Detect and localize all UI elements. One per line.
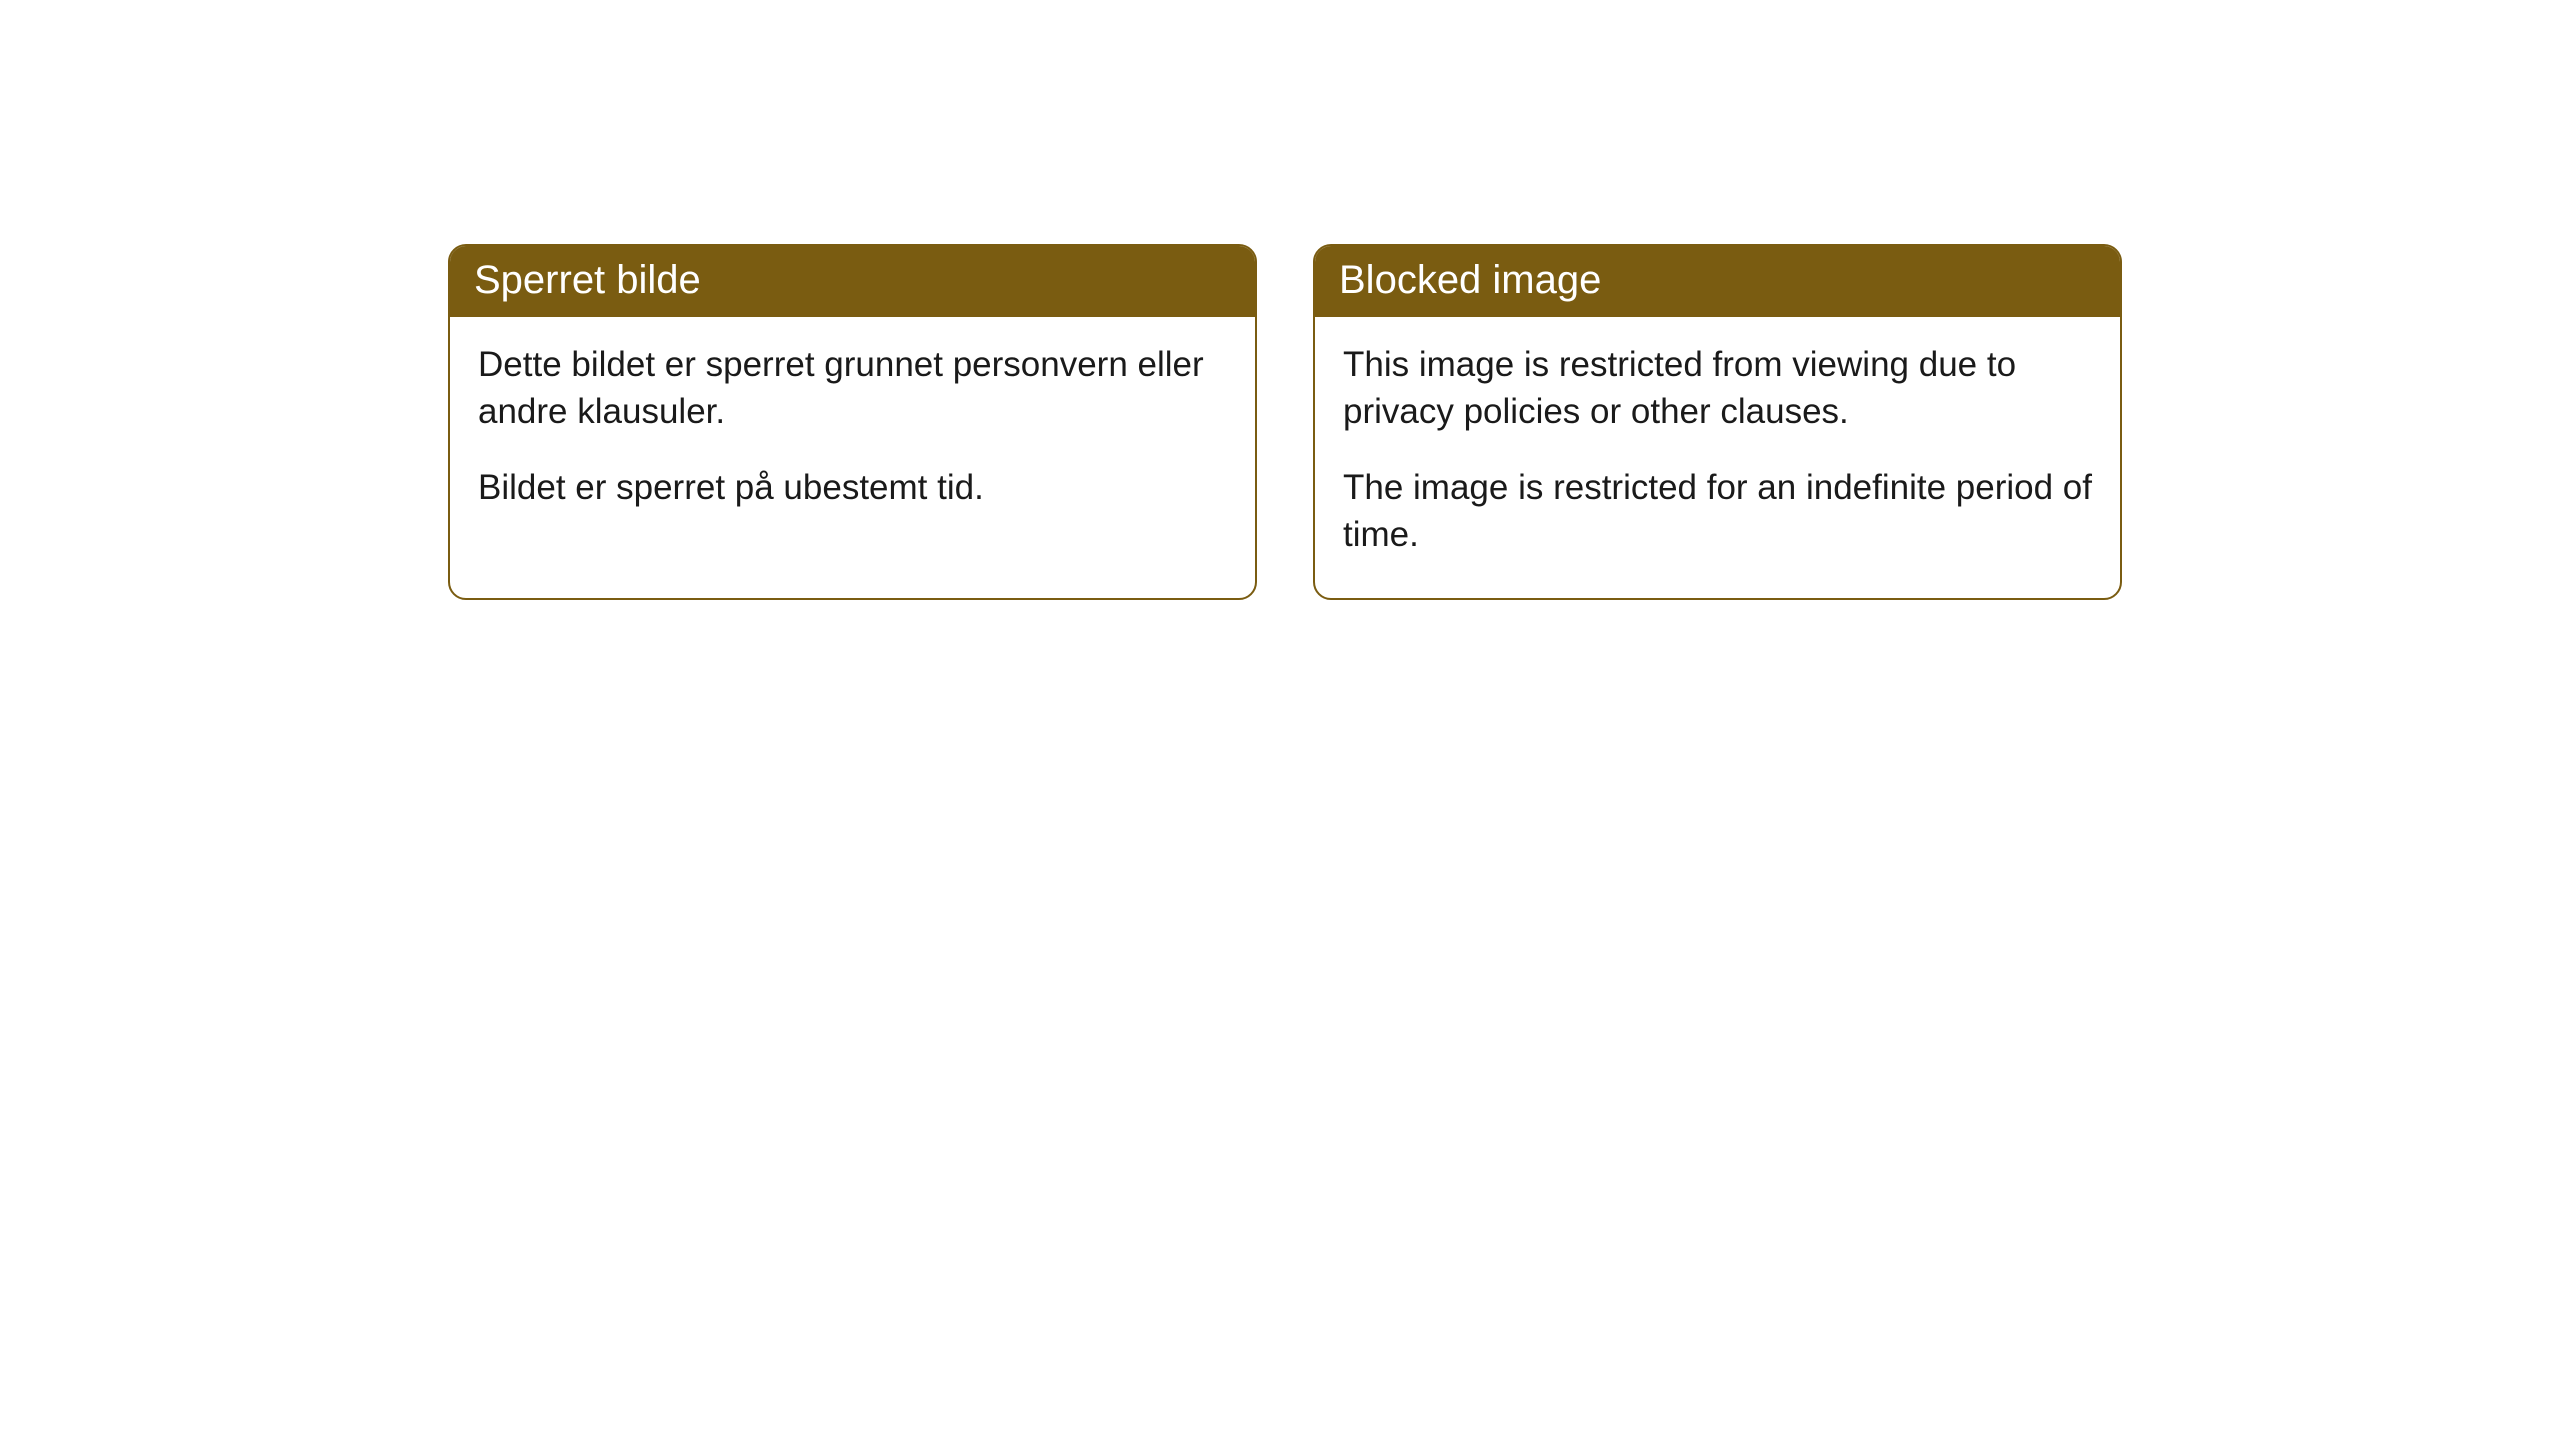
card-paragraph: Dette bildet er sperret grunnet personve… [478, 341, 1227, 436]
card-body: This image is restricted from viewing du… [1315, 317, 2120, 598]
card-header: Blocked image [1315, 246, 2120, 317]
card-header: Sperret bilde [450, 246, 1255, 317]
blocked-image-card-en: Blocked image This image is restricted f… [1313, 244, 2122, 600]
card-paragraph: This image is restricted from viewing du… [1343, 341, 2092, 436]
card-paragraph: The image is restricted for an indefinit… [1343, 464, 2092, 559]
notice-cards-container: Sperret bilde Dette bildet er sperret gr… [0, 0, 2560, 600]
card-paragraph: Bildet er sperret på ubestemt tid. [478, 464, 1227, 511]
blocked-image-card-no: Sperret bilde Dette bildet er sperret gr… [448, 244, 1257, 600]
card-body: Dette bildet er sperret grunnet personve… [450, 317, 1255, 551]
